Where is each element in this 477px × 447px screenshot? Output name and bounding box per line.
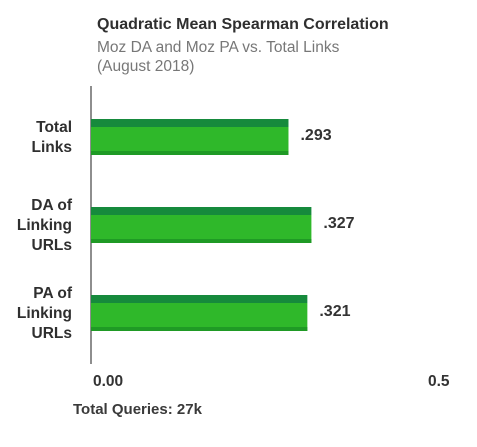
subtitle-line-1: Moz DA and Moz PA vs. Total Links	[97, 39, 340, 56]
category-label-line: Linking	[17, 217, 72, 234]
total-queries-footnote: Total Queries: 27k	[73, 401, 202, 418]
bar-2	[91, 215, 312, 243]
category-label-line: URLs	[32, 237, 72, 254]
bar-top-strip-3	[91, 295, 308, 303]
x-tick-label-1: 0.5	[428, 373, 450, 390]
category-label-line: PA of	[33, 285, 73, 302]
bar-1	[91, 127, 289, 155]
bar-top-strip-1	[91, 119, 289, 127]
subtitle-line-2: (August 2018)	[97, 58, 195, 75]
bar-bottom-shade-2	[91, 239, 312, 243]
category-label-line: URLs	[32, 325, 72, 342]
value-label-1: .293	[300, 127, 331, 144]
category-label-line: DA of	[31, 197, 73, 214]
category-label-2: DA of Linking URLs	[17, 197, 73, 254]
bar-bottom-shade-3	[91, 327, 308, 331]
category-label-line: Linking	[17, 305, 72, 322]
category-label-line: Links	[32, 139, 72, 156]
bar-3	[91, 303, 308, 331]
bar-bottom-shade-1	[91, 151, 289, 155]
category-label-1: Total Links	[32, 119, 72, 156]
bar-top-strip-2	[91, 207, 312, 215]
category-label-line: Total	[36, 119, 72, 136]
category-label-3: PA of Linking URLs	[17, 285, 73, 342]
chart-subtitle: Moz DA and Moz PA vs. Total Links (Augus…	[97, 38, 339, 76]
value-label-2: .327	[323, 215, 354, 232]
value-label-3: .321	[319, 303, 350, 320]
x-tick-label-0: 0.00	[93, 373, 123, 390]
chart-title: Quadratic Mean Spearman Correlation	[97, 16, 389, 33]
